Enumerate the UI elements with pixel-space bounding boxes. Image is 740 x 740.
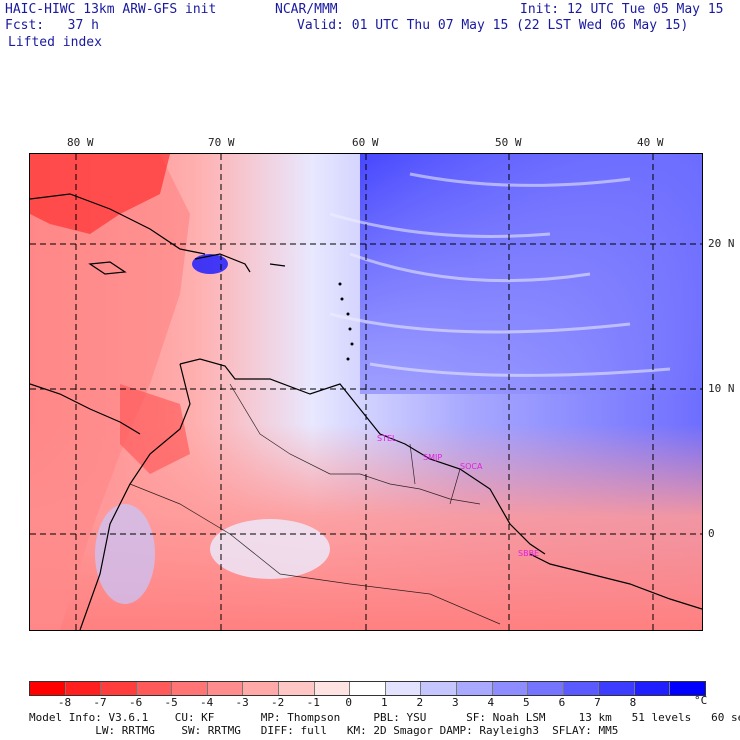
lesser-antilles <box>338 282 354 361</box>
lat-label-10n: 10 N <box>708 382 735 395</box>
lon-label-50w: 50 W <box>495 136 522 149</box>
forecast-hour: Fcst: 37 h <box>5 18 99 33</box>
colorbar-swatch <box>65 682 102 695</box>
colorbar-tick-label: -7 <box>93 696 107 709</box>
colorbar-tick-label: 7 <box>594 696 601 709</box>
colorbar-swatch <box>243 682 280 695</box>
hispaniola-stable-spot <box>192 254 228 274</box>
model-info-line1: Model Info: V3.6.1 CU: KF MP: Thompson P… <box>29 711 740 724</box>
lon-label-40w: 40 W <box>637 136 664 149</box>
colorbar-tick-label: 3 <box>452 696 459 709</box>
colorbar-tick-label: -3 <box>235 696 249 709</box>
model-info-line2: LW: RRTMG SW: RRTMG DIFF: full KM: 2D Sm… <box>29 724 619 737</box>
colombia-unstable-core <box>120 384 190 474</box>
lon-label-80w: 80 W <box>67 136 94 149</box>
center-label: NCAR/MMM <box>275 2 338 17</box>
coastlines <box>30 193 702 630</box>
colorbar-tick-label: 8 <box>629 696 637 709</box>
station-stel: STEL <box>377 434 397 443</box>
colorbar-swatch <box>599 682 635 695</box>
colorbar <box>29 681 706 696</box>
colorbar-swatch <box>136 682 173 695</box>
colorbar-tick-label: -5 <box>164 696 178 709</box>
field-name: Lifted index <box>8 35 102 50</box>
model-title: HAIC-HIWC 13km ARW-GFS init <box>5 2 217 17</box>
lat-lon-grid <box>30 154 702 630</box>
lifted-index-map: STEL SMJP SOCA SBBE <box>29 153 703 631</box>
colorbar-tick-label: -8 <box>57 696 72 709</box>
colorbar-tick-label: 0 <box>345 696 353 709</box>
colorbar-tick-label: -2 <box>271 696 285 709</box>
colorbar-tick-label: 5 <box>523 696 530 709</box>
colorbar-swatch <box>314 682 351 695</box>
lat-label-20n: 20 N <box>708 237 735 250</box>
colorbar-tick-label: 2 <box>416 696 424 709</box>
colorbar-swatch <box>563 682 600 695</box>
colorbar-swatch <box>456 682 493 695</box>
station-sbbe: SBBE <box>518 549 539 558</box>
colorbar-tick-label: 1 <box>380 696 388 709</box>
colorbar-swatch <box>492 682 529 695</box>
colorbar-tick-label: -4 <box>200 696 214 709</box>
colorbar-swatch <box>101 682 137 695</box>
cuba-unstable-core <box>30 154 170 234</box>
colorbar-swatch <box>207 682 244 695</box>
init-time: Init: 12 UTC Tue 05 May 15 <box>520 2 724 17</box>
colorbar-tick-label: 6 <box>558 696 566 709</box>
colorbar-swatch <box>350 682 386 695</box>
lon-label-60w: 60 W <box>352 136 379 149</box>
station-labels: STEL SMJP SOCA SBBE <box>377 434 539 558</box>
colorbar-swatch <box>172 682 208 695</box>
colorbar-swatch <box>385 682 422 695</box>
colorbar-tick-label: -1 <box>306 696 320 709</box>
western-unstable-region <box>30 154 190 630</box>
colorbar-swatch <box>670 682 705 695</box>
lon-label-70w: 70 W <box>208 136 235 149</box>
colorbar-swatch <box>634 682 671 695</box>
station-soca: SOCA <box>460 462 483 471</box>
colorbar-swatch <box>528 682 564 695</box>
atlantic-streaks <box>329 172 671 377</box>
colorbar-unit: °C <box>694 694 708 707</box>
northeast-stable-region <box>360 154 702 394</box>
colorbar-tick-label: 4 <box>487 696 495 709</box>
colorbar-swatch <box>30 682 66 695</box>
amazon-stable-pocket-2 <box>95 504 155 604</box>
station-smjp: SMJP <box>423 453 442 462</box>
country-borders <box>129 383 501 625</box>
colorbar-tick-label: -6 <box>128 696 143 709</box>
colorbar-swatch <box>279 682 315 695</box>
lat-label-0: 0 <box>708 527 715 540</box>
amazon-stable-pocket <box>210 519 330 579</box>
colorbar-swatch <box>421 682 457 695</box>
valid-time: Valid: 01 UTC Thu 07 May 15 (22 LST Wed … <box>297 18 689 33</box>
map-canvas: STEL SMJP SOCA SBBE <box>30 154 702 630</box>
